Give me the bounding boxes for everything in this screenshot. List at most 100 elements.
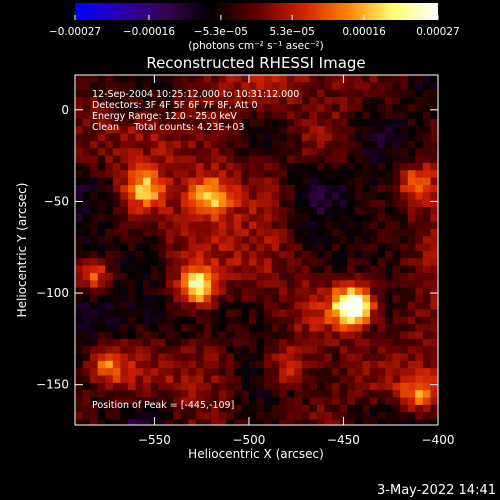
heatmap-cell — [422, 206, 432, 215]
heatmap-cell — [279, 412, 288, 421]
heatmap-cell — [218, 148, 227, 157]
heatmap-cell — [392, 104, 401, 113]
heatmap-cell — [105, 419, 114, 425]
heatmap-cell — [332, 280, 341, 289]
heatmap-cell — [317, 214, 326, 223]
heatmap-cell — [407, 419, 416, 425]
heatmap-cell — [218, 338, 227, 347]
heatmap-cell — [158, 272, 167, 281]
heatmap-cell — [143, 140, 152, 149]
heatmap-cell — [392, 404, 401, 413]
heatmap-cell — [347, 140, 356, 149]
heatmap-cell — [226, 309, 235, 318]
heatmap-cell — [256, 309, 265, 318]
heatmap-cell — [97, 170, 106, 179]
heatmap-cell — [377, 419, 386, 425]
heatmap-cell — [317, 360, 326, 369]
heatmap-cell — [196, 258, 205, 267]
heatmap-cell — [203, 162, 212, 171]
heatmap-cell — [377, 287, 386, 296]
heatmap-cell — [233, 382, 242, 391]
heatmap-cell — [294, 412, 303, 421]
heatmap-cell — [196, 75, 205, 83]
heatmap-cell — [127, 397, 137, 406]
heatmap-cell — [385, 199, 394, 208]
heatmap-cell — [377, 177, 386, 186]
heatmap-cell — [180, 148, 190, 157]
heatmap-cell — [354, 419, 363, 425]
heatmap-cell — [294, 126, 303, 135]
heatmap-cell — [294, 280, 303, 289]
heatmap-cell — [90, 148, 99, 157]
heatmap-cell — [120, 177, 129, 186]
heatmap-cell — [112, 338, 121, 347]
heatmap-cell — [317, 331, 326, 340]
heatmap-cell — [362, 324, 371, 333]
heatmap-cell — [264, 419, 273, 425]
heatmap-cell — [120, 375, 129, 384]
heatmap-cell — [422, 199, 432, 208]
heatmap-cell — [211, 148, 220, 157]
heatmap-cell — [75, 75, 84, 83]
heatmap-cell — [279, 82, 288, 91]
heatmap-cell — [173, 148, 182, 157]
heatmap-cell — [256, 397, 265, 406]
heatmap-cell — [165, 324, 174, 333]
heatmap-cell — [97, 368, 106, 377]
heatmap-cell — [120, 170, 129, 179]
heatmap-cell — [309, 360, 318, 369]
heatmap-cell — [241, 126, 250, 135]
heatmap-cell — [241, 104, 250, 113]
heatmap-cell — [127, 390, 137, 399]
heatmap-cell — [385, 236, 394, 245]
heatmap-cell — [211, 390, 220, 399]
heatmap-cell — [233, 118, 242, 127]
heatmap-cell — [400, 206, 409, 215]
heatmap-cell — [256, 280, 265, 289]
heatmap-cell — [112, 133, 121, 142]
heatmap-cell — [324, 243, 333, 252]
heatmap-cell — [158, 331, 167, 340]
heatmap-cell — [339, 236, 348, 245]
heatmap-cell — [226, 206, 235, 215]
heatmap-cell — [309, 118, 318, 127]
heatmap-cell — [415, 177, 424, 186]
heatmap-cell — [385, 375, 394, 384]
heatmap-cell — [211, 412, 220, 421]
heatmap-cell — [218, 162, 227, 171]
heatmap-cell — [400, 331, 409, 340]
heatmap-cell — [143, 265, 152, 274]
heatmap-cell — [75, 192, 84, 201]
heatmap-cell — [233, 155, 242, 164]
heatmap-cell — [271, 302, 280, 311]
heatmap-cell — [415, 316, 424, 325]
heatmap-cell — [241, 140, 250, 149]
heatmap-cell — [158, 133, 167, 142]
heatmap-cell — [173, 126, 182, 135]
heatmap-cell — [324, 162, 333, 171]
heatmap-cell — [90, 338, 99, 347]
heatmap-cell — [90, 228, 99, 237]
heatmap-cell — [392, 133, 401, 142]
heatmap-cell — [143, 316, 152, 325]
heatmap-cell — [203, 75, 212, 83]
heatmap-cell — [241, 280, 250, 289]
heatmap-cell — [143, 104, 152, 113]
heatmap-cell — [415, 287, 424, 296]
heatmap-cell — [385, 302, 394, 311]
heatmap-cell — [271, 148, 280, 157]
heatmap-cell — [264, 338, 273, 347]
heatmap-cell — [112, 221, 121, 230]
heatmap-cell — [226, 265, 235, 274]
heatmap-cell — [256, 331, 265, 340]
heatmap-cell — [369, 265, 379, 274]
heatmap-cell — [362, 82, 371, 91]
heatmap-cell — [211, 214, 220, 223]
heatmap-cell — [264, 228, 273, 237]
heatmap-cell — [218, 360, 227, 369]
heatmap-cell — [226, 184, 235, 193]
heatmap-cell — [271, 140, 280, 149]
heatmap-cell — [271, 346, 280, 355]
heatmap-cell — [165, 368, 174, 377]
heatmap-cell — [143, 192, 152, 201]
